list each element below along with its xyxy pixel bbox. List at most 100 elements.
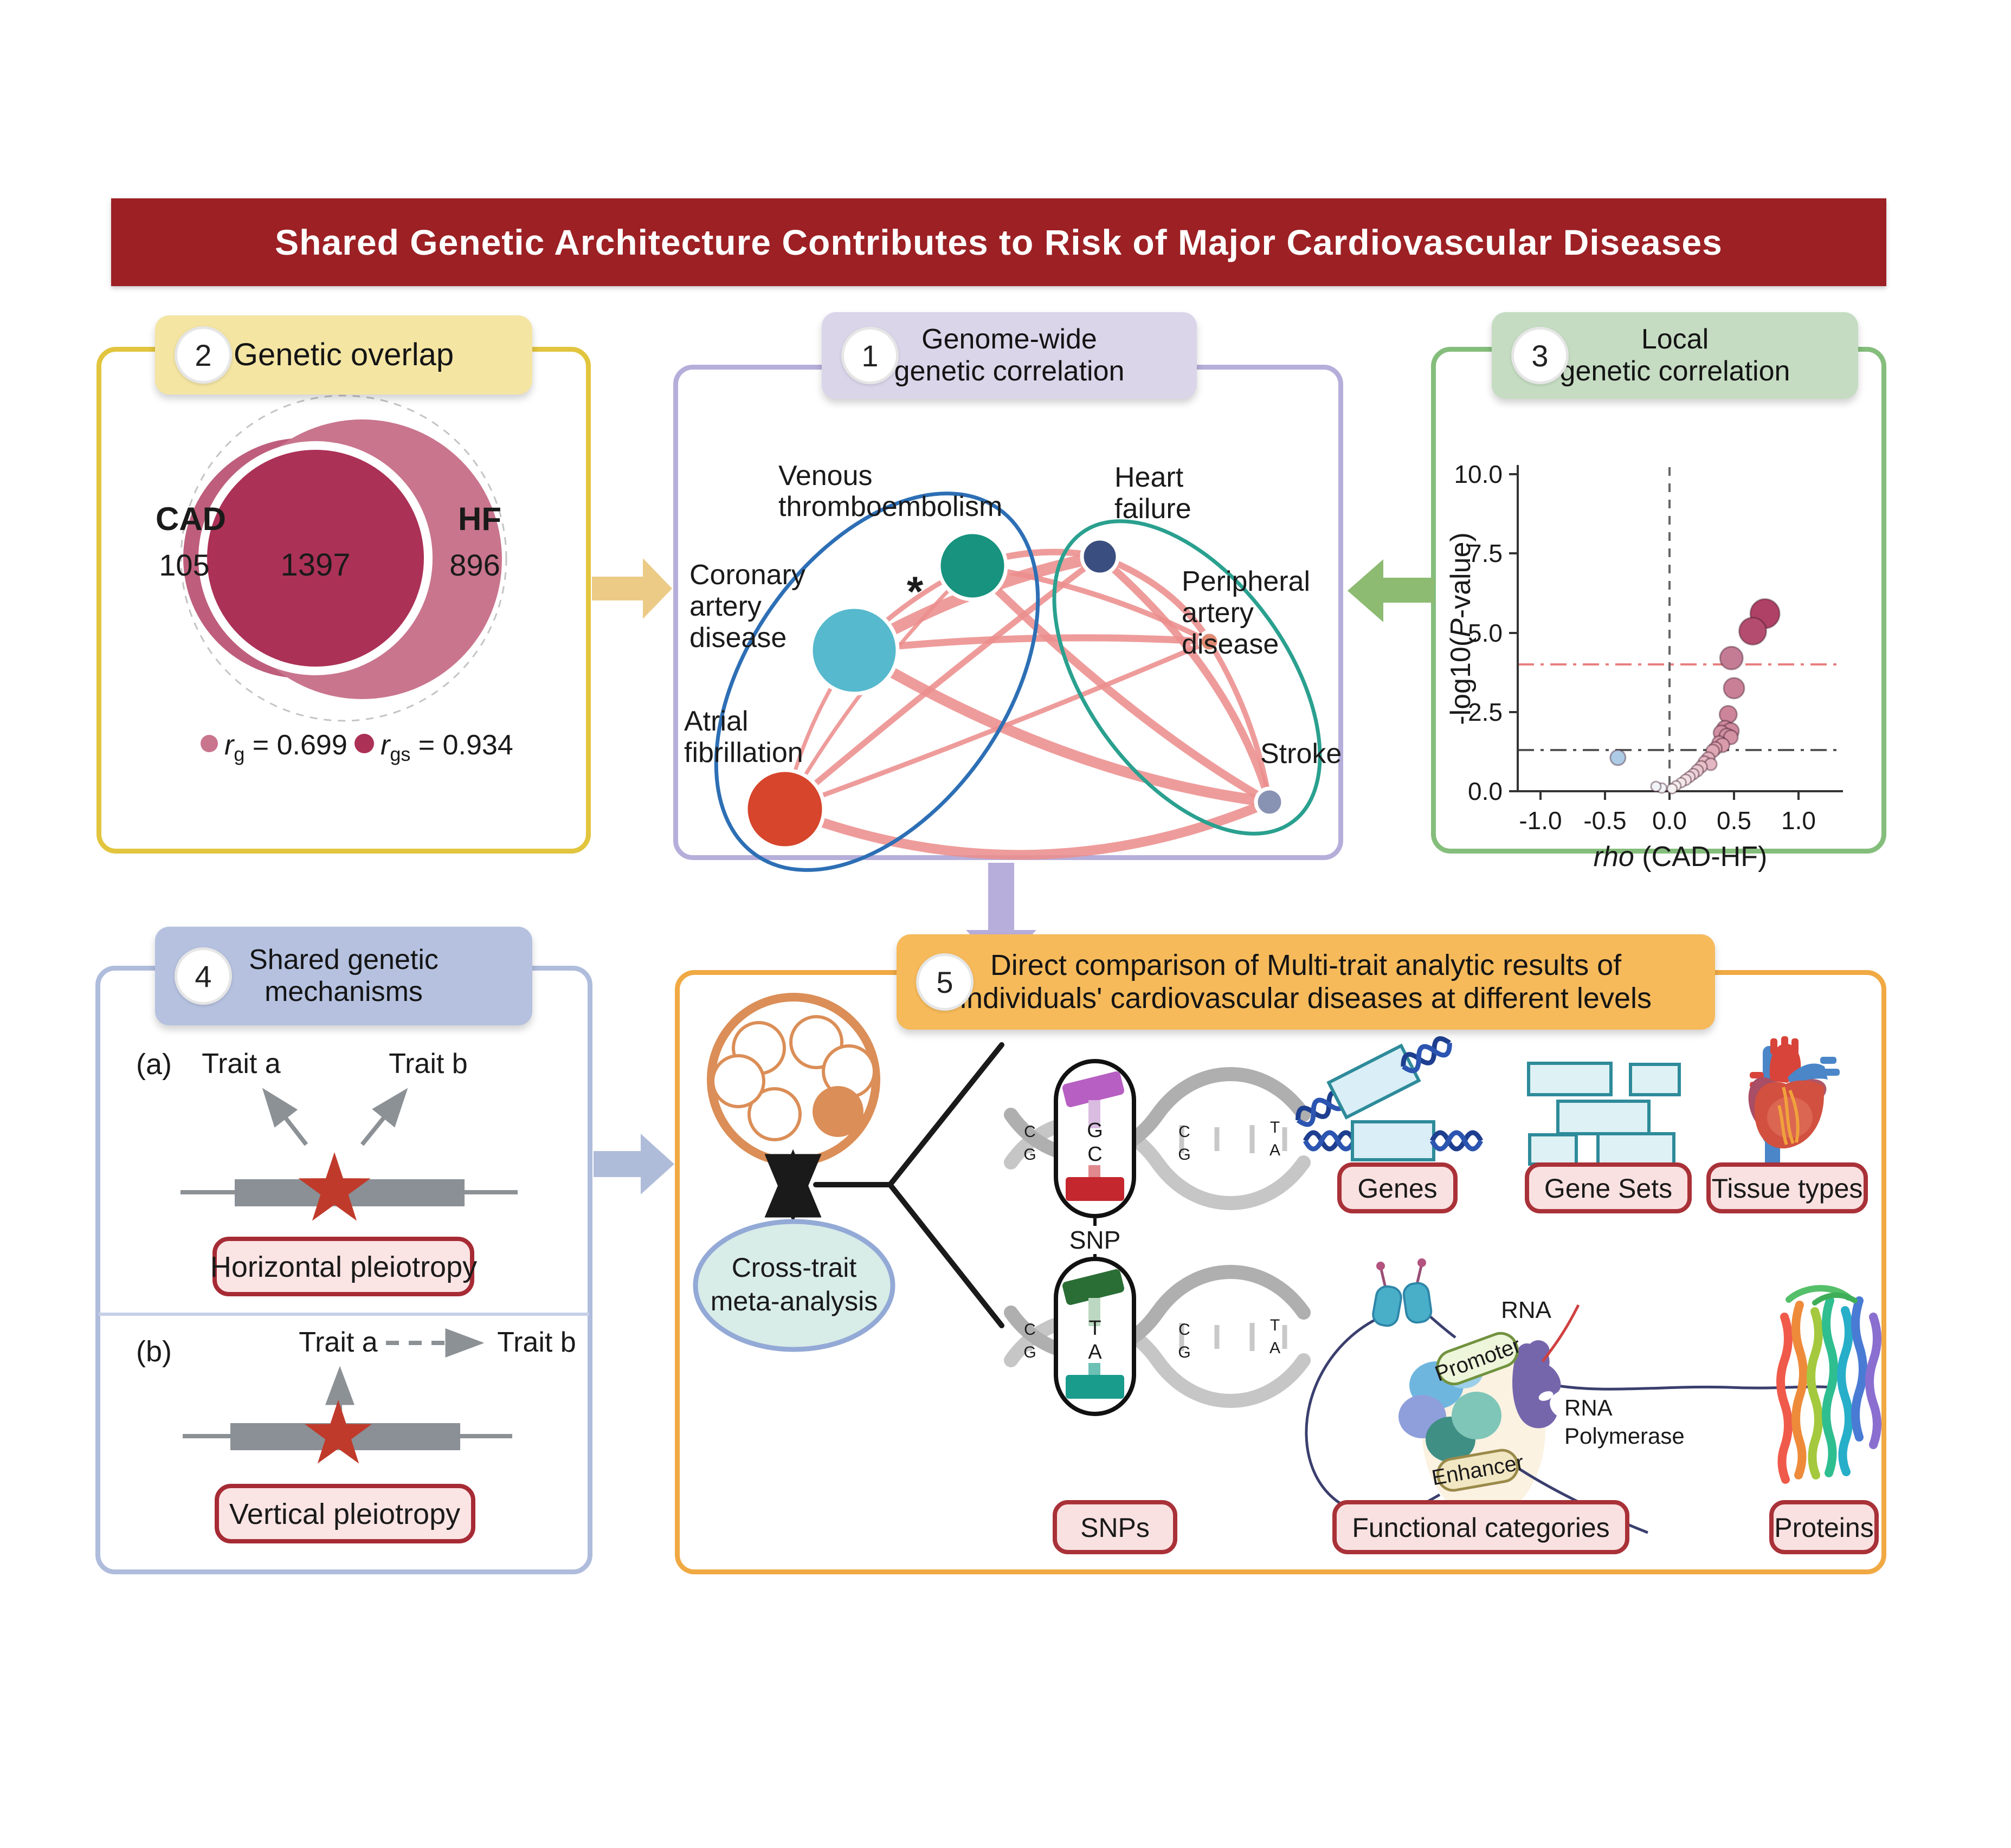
- mech-b-trait-a: Trait a: [299, 1327, 378, 1358]
- protein-ribbon-illustration: [1776, 1285, 1881, 1484]
- network-edge: [782, 553, 1103, 812]
- tissue-types-label: Tissue types: [1712, 1173, 1863, 1204]
- label-cad-2: artery: [689, 591, 762, 622]
- proteins-box: [1769, 1500, 1879, 1554]
- header-title-line2: genetic correlation: [1559, 356, 1790, 387]
- svg-text:T: T: [1088, 1317, 1101, 1340]
- gene-sets-box: [1525, 1162, 1692, 1213]
- vertical-pleiotropy-label: Vertical pleiotropy: [229, 1498, 460, 1530]
- header-title-line2: mechanisms: [265, 976, 423, 1007]
- nucleosome-icons: [1372, 1258, 1433, 1327]
- threshold-lines: [1518, 467, 1843, 789]
- mech-b-trait-b: Trait b: [497, 1327, 576, 1358]
- venn-overlap-circle: [198, 441, 433, 675]
- functional-categories-box: [1332, 1500, 1629, 1554]
- functional-categories-label: Functional categories: [1352, 1513, 1609, 1543]
- allele-stem-1: [1088, 1100, 1100, 1128]
- allele-bar-red: [1066, 1177, 1124, 1201]
- network-edge: [968, 561, 1274, 806]
- svg-text:G: G: [1178, 1146, 1190, 1164]
- scatter-point: [1609, 749, 1627, 766]
- figure-title: Shared Genetic Architecture Contributes …: [275, 222, 1723, 262]
- cross-trait-ellipse: [693, 1219, 895, 1352]
- title-banner: Shared Genetic Architecture Contributes …: [111, 198, 1886, 286]
- header-title-line2: genetic correlation: [894, 356, 1125, 387]
- scatter-point: [1723, 677, 1745, 700]
- network-node-af: [744, 768, 826, 850]
- snps-box: [1053, 1500, 1177, 1554]
- cross-trait-line1: Cross-trait: [732, 1252, 857, 1283]
- panel-number-2: 2: [175, 326, 232, 384]
- svg-text:0.0: 0.0: [1652, 806, 1687, 835]
- scatter-point: [1666, 783, 1678, 794]
- panel-number-3: 3: [1511, 327, 1569, 384]
- venn-cad-count: 105: [159, 548, 209, 582]
- svg-text:5.0: 5.0: [1468, 619, 1503, 647]
- label-pad-3: disease: [1182, 629, 1279, 660]
- arrow-local-to-network: [1348, 559, 1434, 622]
- mech-a-trait-a: Trait a: [202, 1048, 281, 1080]
- vertical-pleiotropy-box: [215, 1484, 475, 1543]
- header-title-line1: Shared genetic: [249, 944, 439, 976]
- svg-text:0.5: 0.5: [1717, 806, 1751, 835]
- network-node-hf: [1080, 537, 1120, 577]
- allele-stem-2: [1088, 1298, 1100, 1326]
- network-node-pad: [1197, 630, 1221, 654]
- venn-hf-count: 896: [449, 548, 500, 582]
- svg-text:T: T: [1270, 1316, 1280, 1334]
- allele-bar-teal: [1066, 1375, 1124, 1399]
- y-tick-labels: 0.0 2.5 5.0 7.5 10.0: [1454, 460, 1503, 805]
- fork-lines: [813, 1042, 1004, 1328]
- scatter-point: [1738, 617, 1768, 646]
- genes-illustration: [1295, 1036, 1484, 1161]
- comparison-content: Cross-trait meta-analysis C G C G T: [693, 993, 1881, 1554]
- heart-illustration: [1748, 1036, 1840, 1173]
- network-edge: [1096, 553, 1273, 806]
- svg-text:0.0: 0.0: [1468, 777, 1503, 805]
- svg-text:10.0: 10.0: [1454, 460, 1503, 488]
- svg-text:1.0: 1.0: [1781, 806, 1816, 835]
- svg-text:C: C: [1024, 1123, 1036, 1141]
- header-genetic-overlap: 2 Genetic overlap: [155, 315, 532, 395]
- network-node-vte: [937, 530, 1008, 602]
- arrow-overlap-to-network: [592, 558, 672, 619]
- arrow-to-trait-b: [360, 1088, 408, 1146]
- svg-text:C: C: [1087, 1143, 1102, 1166]
- network-node-cad: [809, 605, 900, 696]
- label-hf-2: failure: [1114, 493, 1191, 525]
- legend-rg: rg = 0.699: [224, 729, 347, 765]
- network-edge: [1207, 639, 1272, 805]
- rna-strand: [1542, 1304, 1580, 1362]
- x-axis-label: rho (CAD-HF): [1594, 841, 1768, 873]
- arrow-to-trait-a: [262, 1088, 308, 1146]
- svg-text:-1.0: -1.0: [1519, 806, 1562, 835]
- svg-text:2.5: 2.5: [1468, 698, 1503, 726]
- proteins-label: Proteins: [1774, 1513, 1873, 1543]
- category-labels: SNPs Genes Gene Sets Tissue types Functi…: [1053, 1162, 1879, 1554]
- gene-sets-illustration: [1527, 1062, 1681, 1166]
- mech-a-label: (a): [136, 1048, 172, 1081]
- rna-label: RNA: [1501, 1297, 1552, 1323]
- svg-text:C: C: [1178, 1123, 1190, 1141]
- dna-helix-1: C G C G T A G C: [1004, 1059, 1311, 1218]
- label-cad-1: Coronary: [689, 559, 805, 591]
- trait-subcircle-filled: [813, 1086, 863, 1137]
- rna-polymerase-label-1: RNA: [1564, 1395, 1613, 1420]
- panel-local-correlation: [1431, 347, 1886, 854]
- scatter-points: [1609, 598, 1781, 794]
- correlation-network: * Venous thromboembolism Coronary artery…: [684, 460, 1342, 872]
- venn-hf-label: HF: [458, 501, 501, 537]
- arrow-mech-to-compare: [594, 1134, 674, 1194]
- header-title-line1: Genome-wide: [921, 324, 1097, 356]
- cross-trait-line2: meta-analysis: [711, 1286, 878, 1316]
- panel-number-1: 1: [841, 327, 899, 384]
- legend-rg-dot: [201, 735, 218, 752]
- horizontal-pleiotropy-box: [212, 1237, 474, 1296]
- gene-sets-label: Gene Sets: [1544, 1173, 1672, 1204]
- label-stroke: Stroke: [1260, 738, 1342, 770]
- label-vte-1: Venous: [778, 460, 873, 492]
- header-comparison: 5 Direct comparison of Multi-trait analy…: [897, 934, 1715, 1030]
- snps-label: SNPs: [1080, 1513, 1150, 1543]
- venn-outer-dashed-circle: [180, 395, 507, 722]
